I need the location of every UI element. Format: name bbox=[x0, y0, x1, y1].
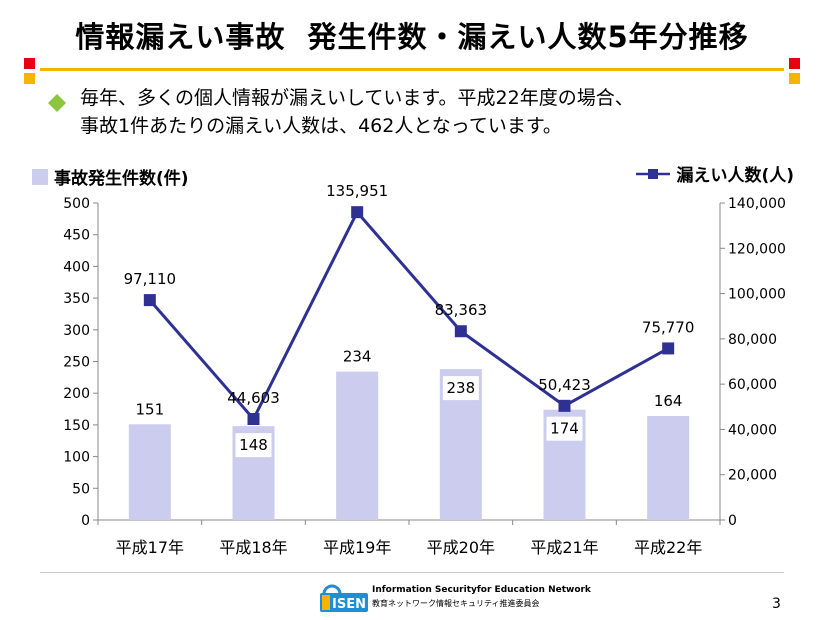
series-line bbox=[148, 209, 669, 422]
y-left-tick-label: 300 bbox=[63, 323, 90, 339]
bar bbox=[128, 424, 171, 520]
slide-title: 情報漏えい事故 発生件数・漏えい人数5年分推移 bbox=[75, 20, 749, 54]
y-right-tick-label: 80,000 bbox=[728, 332, 777, 348]
bar-data-label: 234 bbox=[343, 348, 372, 366]
line-data-label: 97,110 bbox=[124, 270, 177, 288]
bar-data-label-bg bbox=[442, 376, 479, 401]
line-data-label: 50,423 bbox=[538, 376, 591, 394]
y-left-tick-label: 500 bbox=[63, 196, 90, 212]
bar-data-label: 164 bbox=[654, 392, 683, 410]
legend-line: 漏えい人数(人) bbox=[636, 161, 794, 186]
bar-data-label: 238 bbox=[447, 379, 476, 397]
x-category-label: 平成21年 bbox=[530, 538, 598, 557]
line-point bbox=[662, 342, 675, 355]
line-point bbox=[247, 413, 260, 426]
diamond-bullet-icon bbox=[48, 94, 66, 112]
y-left-tick-label: 400 bbox=[63, 259, 90, 275]
y-right-tick-label: 0 bbox=[728, 513, 737, 529]
title-underline bbox=[40, 68, 784, 71]
bar-data-label-bg bbox=[546, 416, 583, 441]
x-category-label: 平成22年 bbox=[634, 538, 702, 557]
bar-data-label: 148 bbox=[239, 436, 268, 454]
logo-japanese-name: 教育ネットワーク情報セキュリティ推進委員会 bbox=[372, 599, 540, 608]
line-point bbox=[351, 206, 364, 219]
y-right-tick-label: 120,000 bbox=[728, 241, 786, 257]
corner-square-red-right bbox=[789, 58, 800, 69]
line-point bbox=[143, 294, 156, 307]
bar-data-label: 174 bbox=[550, 420, 579, 438]
line-data-label: 75,770 bbox=[642, 318, 695, 336]
bar-data-label-bg bbox=[235, 433, 272, 458]
line-data-label: 135,951 bbox=[326, 182, 388, 200]
logo-english-name: Information Securityfor Education Networ… bbox=[372, 585, 591, 595]
x-category-label: 平成20年 bbox=[427, 538, 495, 557]
y-left-tick-label: 250 bbox=[63, 355, 90, 371]
x-category-label: 平成19年 bbox=[323, 538, 391, 557]
bar-data-label: 151 bbox=[136, 400, 165, 418]
x-category-label: 平成17年 bbox=[116, 538, 184, 557]
bar bbox=[336, 371, 379, 520]
y-left-tick-label: 150 bbox=[63, 418, 90, 434]
combo-chart: 0 50 100 150 200 250 300 350 400 450 500 0 20,000 40,… bbox=[63, 182, 786, 557]
y-left-tick-label: 350 bbox=[63, 291, 90, 307]
legend-bar-label: 事故発生件数(件) bbox=[54, 169, 189, 189]
corner-square-yellow-right bbox=[789, 73, 800, 84]
line-point bbox=[558, 399, 571, 412]
isen-logo: ISEN bbox=[320, 584, 368, 612]
y-left-tick-label: 100 bbox=[63, 450, 90, 466]
y-right-tick-label: 100,000 bbox=[728, 287, 786, 303]
line-point bbox=[454, 325, 467, 338]
corner-square-yellow-left bbox=[24, 73, 35, 84]
logo-text: ISEN bbox=[332, 597, 366, 612]
legend-line-marker-icon bbox=[636, 168, 671, 179]
y-right-tick-label: 20,000 bbox=[728, 468, 777, 484]
y-left-tick-label: 200 bbox=[63, 386, 90, 402]
legend-bars: 事故発生件数(件) bbox=[32, 164, 189, 189]
page-number: 3 bbox=[772, 596, 781, 612]
y-right-tick-label: 140,000 bbox=[728, 196, 786, 212]
y-right-tick-label: 60,000 bbox=[728, 377, 777, 393]
legend-line-label: 漏えい人数(人) bbox=[676, 166, 794, 186]
x-category-label: 平成18年 bbox=[219, 538, 287, 557]
legend-bar-swatch bbox=[32, 168, 48, 185]
y-right-tick-label: 40,000 bbox=[728, 422, 777, 438]
footer-divider bbox=[40, 572, 784, 573]
bar bbox=[647, 416, 690, 520]
y-left-tick-label: 450 bbox=[63, 228, 90, 244]
line-data-label: 44,603 bbox=[227, 389, 280, 407]
corner-square-red-left bbox=[24, 58, 35, 69]
y-left-tick-label: 50 bbox=[72, 481, 90, 497]
line-data-label: 83,363 bbox=[435, 301, 488, 319]
description-text: 毎年、多くの個人情報が漏えいしています。平成22年度の場合、 事故1件あたりの漏… bbox=[80, 87, 634, 137]
y-left-tick-label: 0 bbox=[81, 513, 90, 529]
